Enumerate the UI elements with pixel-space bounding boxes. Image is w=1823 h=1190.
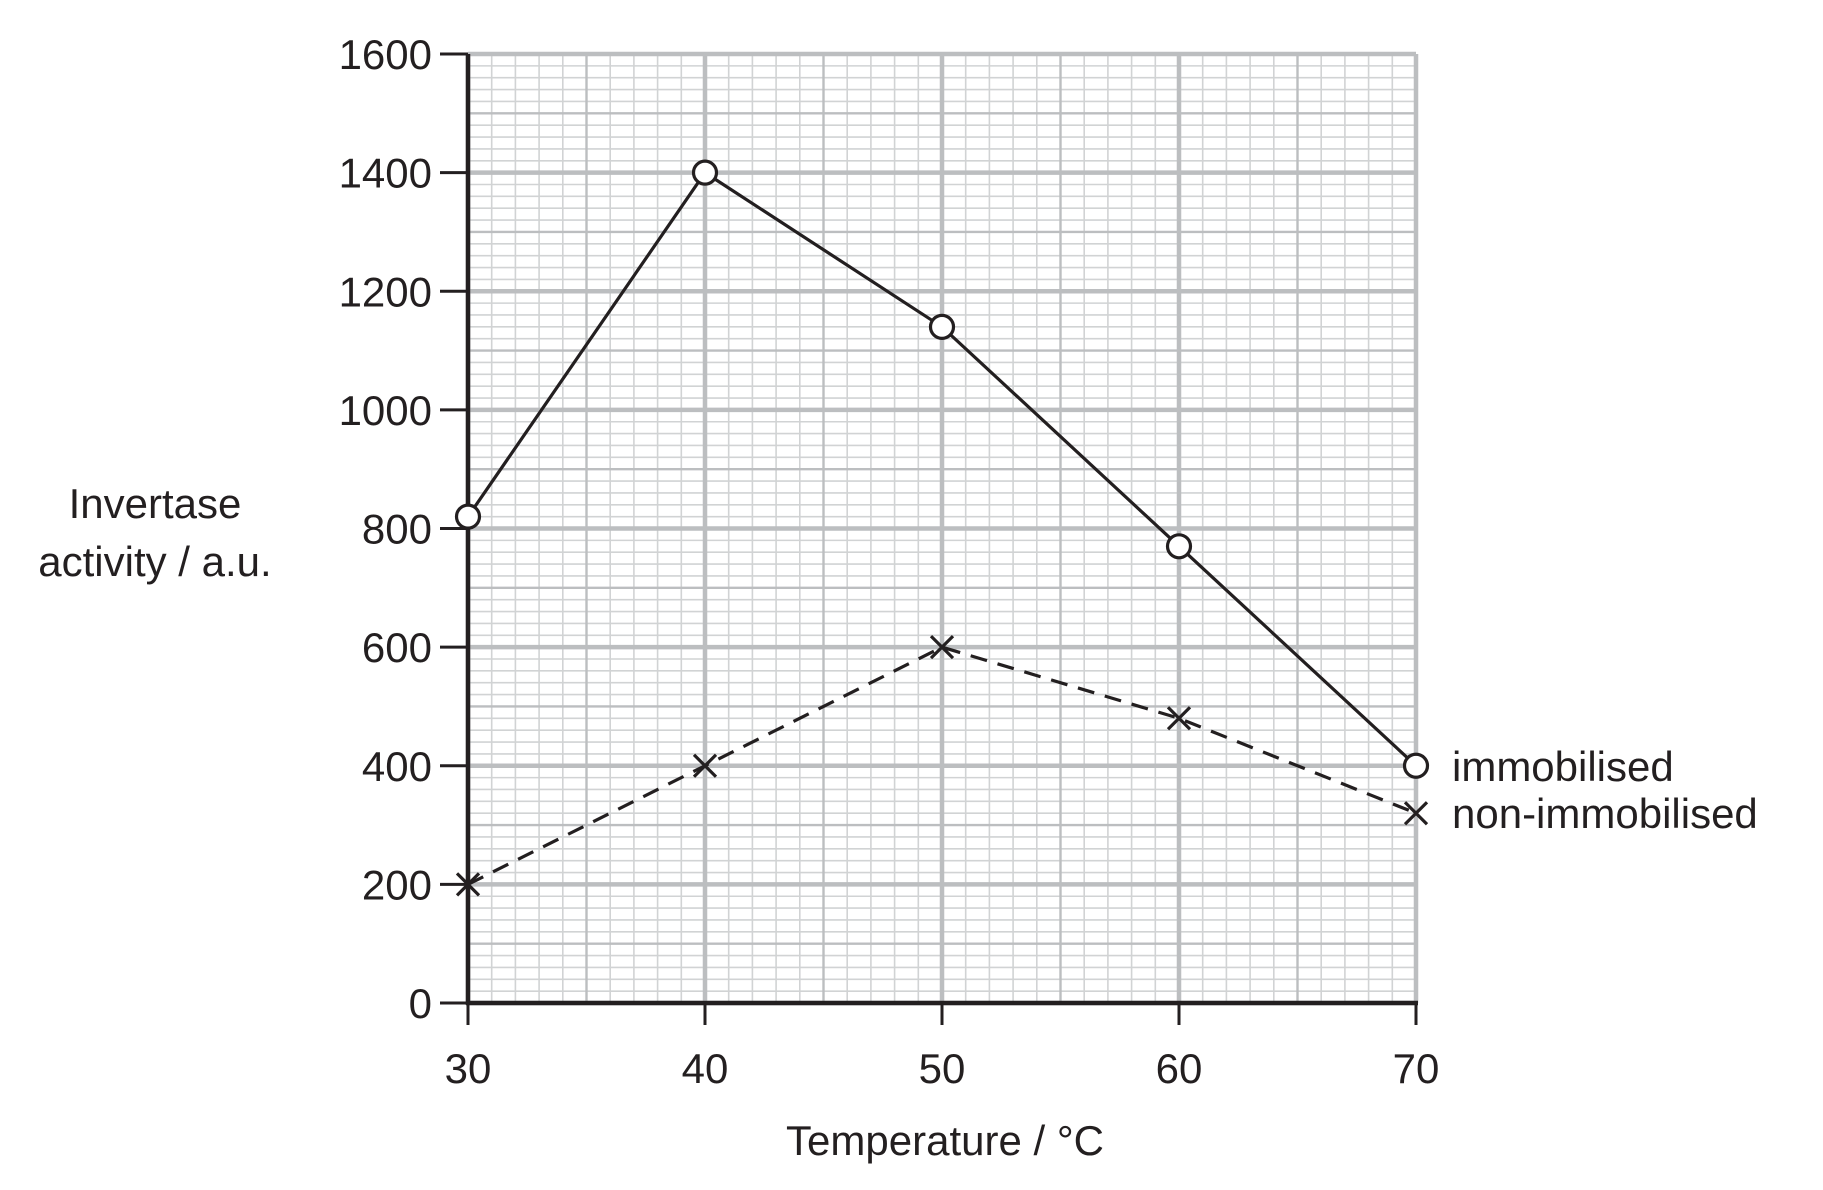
cross-stroke — [692, 753, 718, 778]
data-point-non-immobilised — [929, 634, 955, 660]
y-tick-labels: 0 200 400 600 800 1000 1200 1400 1600 — [339, 31, 432, 1027]
y-tick-label: 1200 — [339, 268, 432, 315]
data-point-immobilised — [454, 503, 482, 530]
series-markers — [454, 159, 1430, 897]
data-point-non-immobilised — [1166, 706, 1192, 731]
data-point-non-immobilised — [1403, 801, 1429, 826]
data-point-non-immobilised — [692, 753, 718, 778]
x-tick-label: 50 — [919, 1045, 966, 1092]
y-tick-label: 0 — [409, 980, 432, 1027]
y-axis-title-line-1: Invertase — [69, 480, 242, 527]
data-point-immobilised — [1165, 533, 1193, 560]
y-tick-label: 1000 — [339, 387, 432, 434]
y-tick-label: 800 — [362, 506, 432, 553]
series-line-non-immobilised — [467, 645, 1417, 886]
y-tick-label: 400 — [362, 743, 432, 790]
series-label-immobilised: immobilised — [1452, 743, 1674, 790]
x-tick-label: 40 — [682, 1045, 729, 1092]
x-axis-title: Temperature / °C — [786, 1117, 1104, 1164]
data-point-immobilised — [691, 159, 719, 186]
x-tick-label: 70 — [1393, 1045, 1440, 1092]
cross-stroke — [929, 634, 955, 660]
series-label-non-immobilised: non-immobilised — [1452, 790, 1758, 837]
data-point-immobilised — [928, 313, 956, 340]
cross-stroke — [1166, 706, 1192, 731]
cross-stroke — [1403, 801, 1429, 826]
data-point-non-immobilised — [455, 872, 481, 897]
y-tick-label: 200 — [362, 861, 432, 908]
x-tick-labels: 30 40 50 60 70 — [445, 1045, 1440, 1092]
cross-stroke — [455, 872, 481, 897]
data-point-immobilised — [1402, 752, 1430, 779]
y-tick-label: 1400 — [339, 150, 432, 197]
x-tick-label: 60 — [1156, 1045, 1203, 1092]
y-axis-title-line-2: activity / a.u. — [38, 538, 271, 585]
y-tick-label: 1600 — [339, 31, 432, 78]
x-tick-label: 30 — [445, 1045, 492, 1092]
y-tick-label: 600 — [362, 624, 432, 671]
